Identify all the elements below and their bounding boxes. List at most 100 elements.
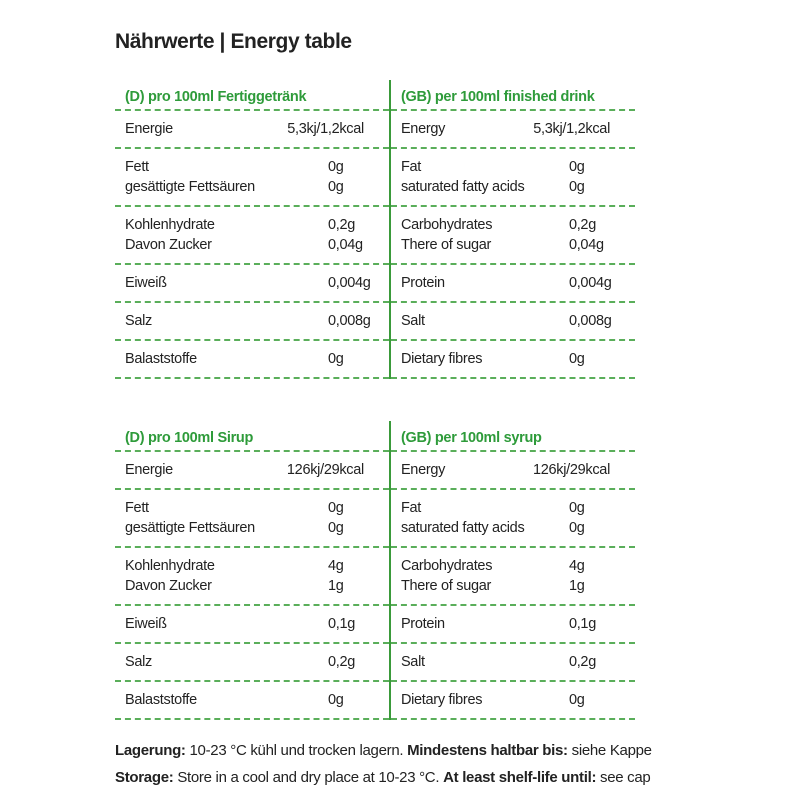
table-row: Carbohydrates 4g <box>401 556 635 576</box>
table-row: Fett 0g <box>125 498 389 518</box>
row-value: 0,1g <box>568 616 596 632</box>
row-label: Fat <box>400 159 421 175</box>
row-label: Carbohydrates <box>400 217 493 233</box>
row-group: Salz 0,008g <box>115 303 389 341</box>
footer-text: Storage: <box>115 769 174 786</box>
row-value: 0g <box>328 692 344 708</box>
row-label: Energy <box>400 121 446 137</box>
footer-text: Mindestens haltbar bis: <box>407 742 568 759</box>
footer-text: Lagerung: <box>115 742 186 759</box>
row-group: Salz 0,2g <box>115 644 389 682</box>
row-label: Energy <box>400 462 446 478</box>
table-row: Fat 0g <box>401 157 635 177</box>
row-value: 126kj/29kcal <box>532 462 610 478</box>
row-label: Kohlenhydrate <box>125 217 215 233</box>
row-value: 0g <box>328 520 344 536</box>
row-label: Kohlenhydrate <box>125 558 215 574</box>
title: Nährwerte | Energy table <box>115 30 352 53</box>
row-group: Salt 0,2g <box>390 644 635 682</box>
column-header: (GB) per 100ml syrup <box>390 421 635 452</box>
row-value: 0,2g <box>328 654 356 670</box>
row-group: Energy 5,3kj/1,2kcal <box>390 111 635 149</box>
table-row: gesättigte Fettsäuren 0g <box>125 518 389 538</box>
row-label: Fat <box>400 500 421 516</box>
row-value: 0,008g <box>328 313 371 329</box>
row-group: Balaststoffe 0g <box>115 682 389 720</box>
row-group: Dietary fibres 0g <box>390 341 635 379</box>
row-value: 0,004g <box>328 275 371 291</box>
table-row: There of sugar 1g <box>401 576 635 596</box>
row-group: Kohlenhydrate 0,2g Davon Zucker 0,04g <box>115 207 389 265</box>
table-row: Eiweiß 0,1g <box>125 614 389 634</box>
table-row: Salt 0,2g <box>401 652 635 672</box>
table-row: Davon Zucker 1g <box>125 576 389 596</box>
row-group: Protein 0,1g <box>390 606 635 644</box>
row-value: 0g <box>328 179 344 195</box>
table-column: (D) pro 100ml Fertiggetränk Energie 5,3kj/… <box>115 80 389 379</box>
row-value: 0,004g <box>568 275 612 291</box>
tables: (D) pro 100ml Fertiggetränk Energie 5,3kj/… <box>115 80 635 720</box>
row-label: Salz <box>125 654 153 670</box>
footer-text: siehe Kappe <box>567 742 652 759</box>
row-label: Fett <box>125 500 149 516</box>
footer-text: At least shelf-life until: <box>443 769 597 786</box>
row-label: Davon Zucker <box>125 578 212 594</box>
row-group: Dietary fibres 0g <box>390 682 635 720</box>
row-value: 1g <box>328 578 344 594</box>
table-row: There of sugar 0,04g <box>401 235 635 255</box>
row-value: 4g <box>328 558 344 574</box>
table-row: Eiweiß 0,004g <box>125 273 389 293</box>
row-group: Carbohydrates 0,2g There of sugar 0,04g <box>390 207 635 265</box>
row-group: Eiweiß 0,004g <box>115 265 389 303</box>
table-row: Salz 0,2g <box>125 652 389 672</box>
table-column: (GB) per 100ml finished drink Energy 5,3kj… <box>388 80 635 379</box>
row-label: Balaststoffe <box>125 351 197 367</box>
row-label: Energie <box>125 462 173 478</box>
footer-line: Storage: Store in a cool and dry place a… <box>115 764 652 791</box>
table-row: Davon Zucker 0,04g <box>125 235 389 255</box>
table-row: Fat 0g <box>401 498 635 518</box>
row-value: 0g <box>568 500 585 516</box>
row-label: saturated fatty acids <box>400 520 525 536</box>
row-value: 0g <box>568 179 585 195</box>
row-value: 0g <box>568 159 585 175</box>
row-value: 1g <box>568 578 585 594</box>
column-header: (D) pro 100ml Fertiggetränk <box>115 80 389 111</box>
row-label: Protein <box>400 275 445 291</box>
table-row: Balaststoffe 0g <box>125 690 389 710</box>
table-row: Kohlenhydrate 4g <box>125 556 389 576</box>
table-row: saturated fatty acids 0g <box>401 177 635 197</box>
table-row: Dietary fibres 0g <box>401 349 635 369</box>
row-value: 4g <box>568 558 585 574</box>
table-row: Energie 5,3kj/1,2kcal <box>125 119 389 139</box>
table-row: Balaststoffe 0g <box>125 349 389 369</box>
row-group: Protein 0,004g <box>390 265 635 303</box>
table-row: Kohlenhydrate 0,2g <box>125 215 389 235</box>
row-label: Fett <box>125 159 149 175</box>
row-value: 0g <box>328 159 344 175</box>
table-row: Energy 5,3kj/1,2kcal <box>401 119 635 139</box>
row-label: gesättigte Fettsäuren <box>125 179 255 195</box>
row-value: 0,2g <box>328 217 356 233</box>
row-value: 0g <box>328 500 344 516</box>
row-value: 0,2g <box>568 654 596 670</box>
table-row: Dietary fibres 0g <box>401 690 635 710</box>
footer-text: see cap <box>596 769 651 786</box>
row-label: Energie <box>125 121 173 137</box>
row-label: gesättigte Fettsäuren <box>125 520 255 536</box>
table-column: (GB) per 100ml syrup Energy 126kj/29kcal Fa… <box>388 421 635 720</box>
row-label: Dietary fibres <box>400 692 483 708</box>
row-value: 5,3kj/1,2kcal <box>533 121 610 137</box>
footer: Lagerung: 10-23 °C kühl und trocken lage… <box>115 737 652 791</box>
row-label: saturated fatty acids <box>400 179 525 195</box>
row-group: Carbohydrates 4g There of sugar 1g <box>390 548 635 606</box>
table-row: Energie 126kj/29kcal <box>125 460 389 480</box>
row-label: Protein <box>400 616 445 632</box>
row-label: Dietary fibres <box>400 351 483 367</box>
row-value: 126kj/29kcal <box>286 462 364 478</box>
footer-text: 10-23 °C kühl und trocken lagern. <box>185 742 408 759</box>
row-value: 0,04g <box>568 237 604 253</box>
row-value: 0g <box>328 351 344 367</box>
table-row: Protein 0,004g <box>401 273 635 293</box>
row-label: Salt <box>400 654 425 670</box>
